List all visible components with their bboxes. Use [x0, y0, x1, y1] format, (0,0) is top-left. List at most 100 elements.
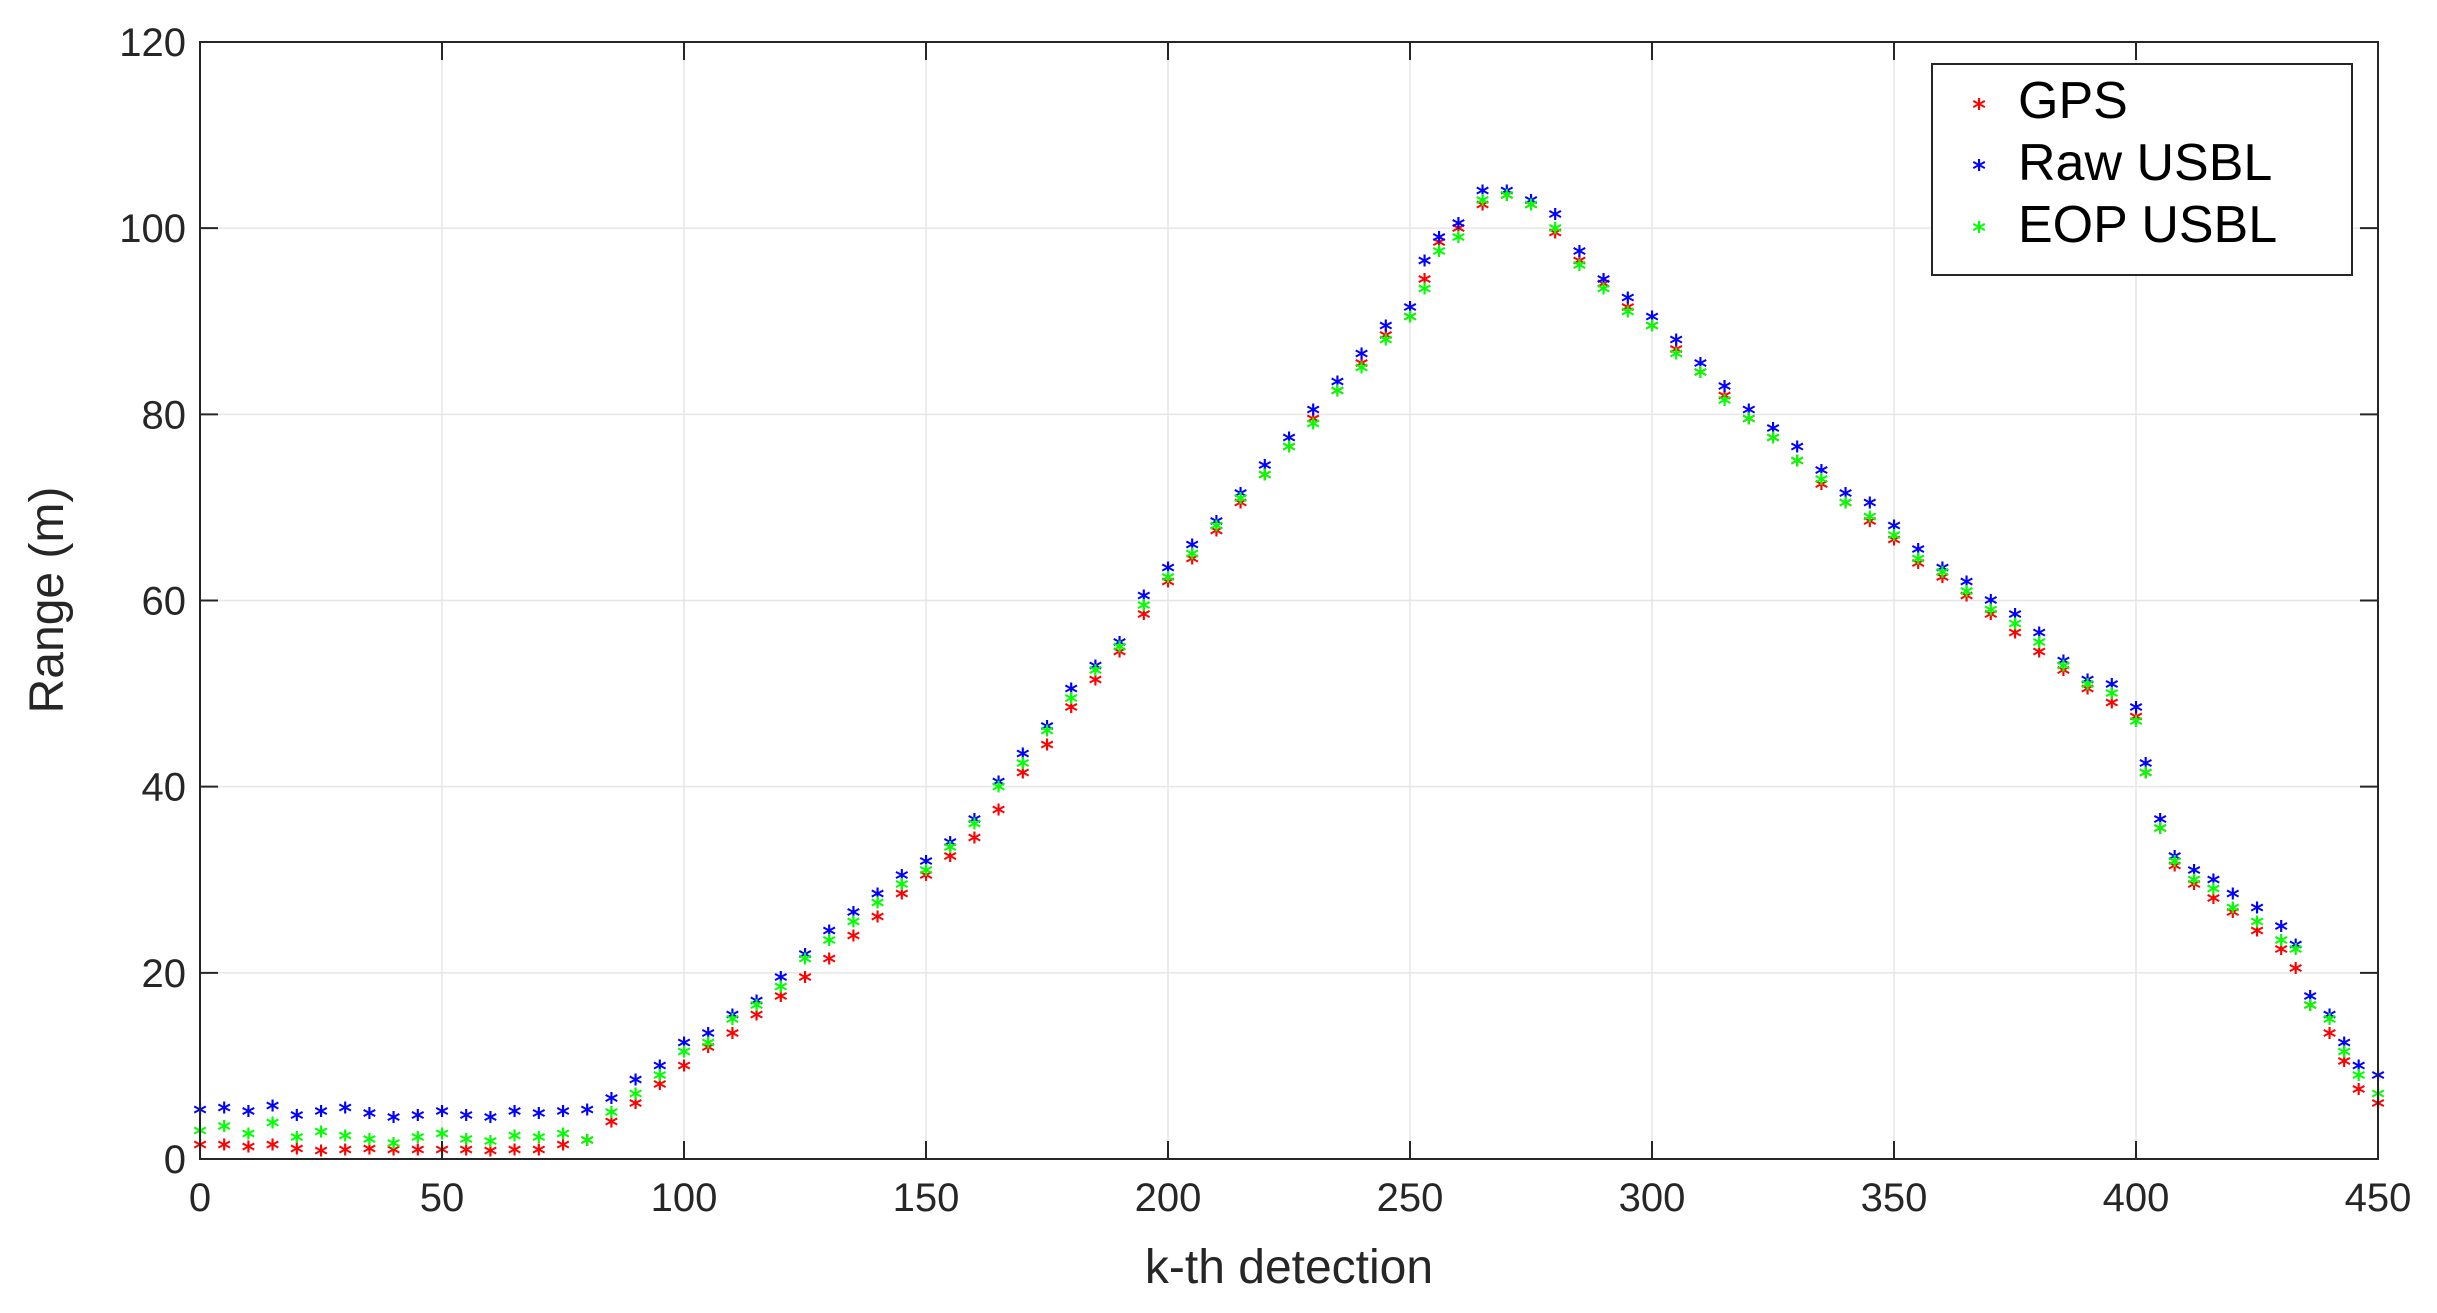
- data-point-gps: *: [1621, 297, 1635, 327]
- data-point-gps: *: [943, 846, 957, 876]
- data-point-gps: *: [1306, 409, 1320, 439]
- data-point-gps: *: [1645, 316, 1659, 346]
- data-point-raw-usbl: *: [822, 921, 836, 951]
- data-point-eop-usbl: *: [1089, 660, 1103, 690]
- data-point-gps: *: [1887, 530, 1901, 560]
- series-eop-usbl: * * * * * * * * * * * * * * * * * * * * * * * * * * * * * * * * * * * * * * * *…: [193, 185, 2385, 1163]
- data-point-eop-usbl: *: [1403, 306, 1417, 336]
- data-point-eop-usbl: *: [217, 1116, 231, 1146]
- data-point-raw-usbl: *: [338, 1097, 352, 1127]
- data-point-gps: *: [774, 986, 788, 1016]
- data-point-gps: *: [1718, 385, 1732, 415]
- data-point-eop-usbl: *: [484, 1131, 498, 1161]
- legend-marker-eop-usbl: *: [1972, 217, 1986, 247]
- y-tick-label: 100: [119, 207, 186, 251]
- data-point-raw-usbl: *: [605, 1088, 619, 1118]
- data-point-raw-usbl: *: [1040, 716, 1054, 746]
- data-point-gps: *: [484, 1140, 498, 1170]
- data-point-raw-usbl: *: [1258, 455, 1272, 485]
- data-point-eop-usbl: *: [968, 814, 982, 844]
- data-point-eop-usbl: *: [2008, 613, 2022, 643]
- data-point-gps: *: [1403, 306, 1417, 336]
- data-point-gps: *: [314, 1140, 328, 1170]
- data-point-gps: *: [2352, 1079, 2366, 1109]
- data-point-eop-usbl: *: [1161, 567, 1175, 597]
- data-point-raw-usbl: *: [2337, 1032, 2351, 1062]
- data-point-eop-usbl: *: [605, 1102, 619, 1132]
- data-point-gps: *: [411, 1139, 425, 1169]
- data-point-eop-usbl: *: [387, 1133, 401, 1163]
- data-point-eop-usbl: *: [1282, 437, 1296, 467]
- data-point-eop-usbl: *: [2032, 632, 2046, 662]
- data-point-raw-usbl: *: [2168, 846, 2182, 876]
- data-point-eop-usbl: *: [1234, 488, 1248, 518]
- data-point-eop-usbl: *: [750, 995, 764, 1025]
- data-point-eop-usbl: *: [2187, 869, 2201, 899]
- data-point-eop-usbl: *: [1573, 255, 1587, 285]
- data-point-eop-usbl: *: [266, 1112, 280, 1142]
- data-point-gps: *: [1960, 586, 1974, 616]
- data-point-eop-usbl: *: [943, 837, 957, 867]
- data-point-raw-usbl: *: [1016, 744, 1030, 774]
- data-point-eop-usbl: *: [2289, 939, 2303, 969]
- data-point-eop-usbl: *: [1645, 316, 1659, 346]
- data-point-gps: *: [532, 1139, 546, 1169]
- data-point-raw-usbl: *: [2207, 869, 2221, 899]
- data-point-eop-usbl: *: [2337, 1042, 2351, 1072]
- data-point-raw-usbl: *: [750, 990, 764, 1020]
- data-point-gps: *: [2226, 902, 2240, 932]
- data-point-eop-usbl: *: [895, 874, 909, 904]
- data-point-raw-usbl: *: [2057, 651, 2071, 681]
- data-point-gps: *: [2303, 995, 2317, 1025]
- series-gps: * * * * * * * * * * * * * * ****** ********************…: [193, 185, 2385, 1170]
- data-point-eop-usbl: *: [2352, 1065, 2366, 1095]
- data-point-raw-usbl: *: [459, 1105, 473, 1135]
- data-point-eop-usbl: *: [1524, 195, 1538, 225]
- x-tick-label: 400: [2103, 1176, 2170, 1220]
- data-point-raw-usbl: *: [2274, 916, 2288, 946]
- data-point-gps: *: [701, 1037, 715, 1067]
- data-point-gps: *: [2105, 693, 2119, 723]
- data-point-raw-usbl: *: [2187, 860, 2201, 890]
- data-markers: * * * * * * * * * * * * * * ****** ********************…: [193, 181, 2385, 1171]
- data-point-raw-usbl: *: [1379, 316, 1393, 346]
- data-point-eop-usbl: *: [363, 1129, 377, 1159]
- data-point-raw-usbl: *: [2323, 1004, 2337, 1034]
- data-point-eop-usbl: *: [1040, 720, 1054, 750]
- data-point-raw-usbl: *: [1815, 460, 1829, 490]
- data-point-eop-usbl: *: [242, 1124, 256, 1154]
- data-point-raw-usbl: *: [1669, 330, 1683, 360]
- data-point-raw-usbl: *: [2008, 604, 2022, 634]
- data-point-gps: *: [1500, 185, 1514, 215]
- data-point-eop-usbl: *: [435, 1124, 449, 1154]
- data-point-eop-usbl: *: [1839, 492, 1853, 522]
- data-point-eop-usbl: *: [556, 1124, 570, 1154]
- data-point-raw-usbl: *: [1234, 483, 1248, 513]
- data-point-eop-usbl: *: [2226, 897, 2240, 927]
- data-point-raw-usbl: *: [895, 865, 909, 895]
- data-point-eop-usbl: *: [992, 776, 1006, 806]
- data-point-raw-usbl: *: [653, 1056, 667, 1086]
- data-point-raw-usbl: *: [2129, 697, 2143, 727]
- data-point-raw-usbl: *: [1432, 227, 1446, 257]
- data-point-eop-usbl: *: [1016, 753, 1030, 783]
- data-point-eop-usbl: *: [774, 976, 788, 1006]
- data-point-raw-usbl: *: [2032, 623, 2046, 653]
- data-point-eop-usbl: *: [290, 1127, 304, 1157]
- data-point-raw-usbl: *: [1839, 483, 1853, 513]
- data-point-eop-usbl: *: [1887, 525, 1901, 555]
- data-point-raw-usbl: *: [1548, 204, 1562, 234]
- data-point-eop-usbl: *: [1210, 516, 1224, 546]
- data-point-raw-usbl: *: [580, 1099, 594, 1129]
- data-point-eop-usbl: *: [798, 949, 812, 979]
- data-point-gps: *: [798, 967, 812, 997]
- x-axis-label: k-th detection: [1145, 1241, 1433, 1294]
- data-point-eop-usbl: *: [822, 930, 836, 960]
- data-point-raw-usbl: *: [992, 772, 1006, 802]
- data-point-gps: *: [1790, 451, 1804, 481]
- data-point-gps: *: [2129, 707, 2143, 737]
- data-point-raw-usbl: *: [1452, 213, 1466, 243]
- data-point-gps: *: [726, 1023, 740, 1053]
- data-point-eop-usbl: *: [919, 860, 933, 890]
- data-point-gps: *: [2289, 958, 2303, 988]
